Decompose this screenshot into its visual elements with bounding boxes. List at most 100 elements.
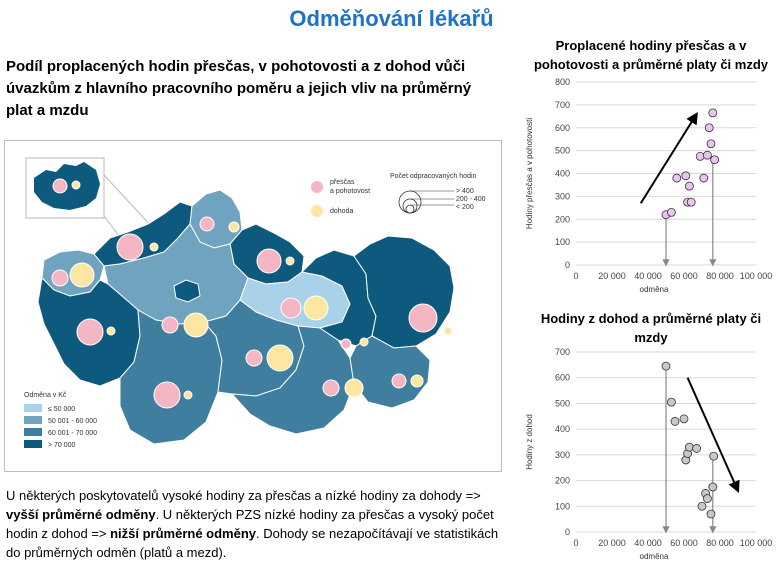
legend-color-label-1: 50 001 - 60 000 — [48, 418, 97, 425]
chart2-xtick-label: 80 000 — [706, 538, 734, 548]
chart2-point — [708, 482, 718, 492]
jihomoravsky-contract-bubble — [344, 378, 364, 398]
legend-contract-label: dohoda — [330, 208, 353, 215]
chart2-title: Hodiny z dohod a průměrné platy či mzdy — [540, 311, 762, 345]
chart1-point — [695, 151, 705, 161]
karlovarsky-contract-bubble — [69, 262, 95, 288]
legend-color-swatch-1 — [24, 416, 42, 424]
chart2-xtick-label: 20 000 — [598, 538, 626, 548]
chart1-point — [702, 150, 712, 160]
chart2-xtick-label: 60 000 — [670, 538, 698, 548]
chart2-point — [679, 414, 689, 424]
chart2-ylabel: Hodiny z dohod — [525, 414, 534, 470]
prague-overtime-bubble — [52, 178, 68, 194]
chart1-ytick-label: 0 — [565, 260, 570, 270]
chart1-point — [681, 171, 691, 181]
olomoucky-contract-bubble — [359, 337, 369, 347]
chart1-point — [686, 197, 696, 207]
prague-inset — [25, 157, 105, 219]
stredocesky-contract-bubble — [183, 312, 209, 338]
chart1-xtick-label: 20 000 — [598, 271, 626, 281]
chart2-ytick-label: 100 — [555, 501, 570, 511]
chart2-ytick-label: 200 — [555, 476, 570, 486]
legend-overtime-swatch — [311, 181, 323, 193]
contracts-scatter-chart: 0 100 200 300 400 500 600 700 0 20 000 40 000 60 00… — [525, 347, 772, 561]
chart2-point — [709, 451, 719, 461]
legend-bubble-title: Počet odpracovaných hodin — [390, 173, 476, 180]
legend-color-label-3: > 70 000 — [48, 442, 76, 449]
chart1-ytick-label: 300 — [555, 191, 570, 201]
chart1-point — [672, 173, 682, 183]
zlinsky-contract-bubble — [410, 374, 424, 388]
chart2-ytick-label: 400 — [555, 424, 570, 434]
chart1-point — [704, 123, 714, 133]
liberecky-overtime-bubble — [199, 216, 215, 232]
legend-color-swatch-2 — [24, 428, 42, 436]
page-title: Odměňování lékařů — [289, 6, 494, 31]
chart2-point — [684, 442, 694, 452]
ustecky-contract-bubble — [149, 242, 159, 252]
karlovarsky-overtime-bubble — [51, 269, 69, 287]
legend-contract-swatch — [311, 205, 323, 217]
czech-region-map: přesčas a pohotovost dohoda Počet odpraco… — [4, 140, 502, 472]
chart1-xtick-label: 60 000 — [670, 271, 698, 281]
legend-bubble-sizes: Počet odpracovaných hodin > 400 200 - 40… — [390, 173, 486, 214]
chart2-point — [661, 361, 671, 371]
vysocina-contract-bubble — [266, 344, 294, 372]
jihomoravsky-overtime-bubble — [322, 379, 340, 397]
chart1-xtick-label: 0 — [573, 271, 578, 281]
page-subtitle: Podíl proplacených hodin přesčas, v poho… — [6, 58, 472, 119]
region-bubbles — [51, 216, 453, 409]
legend-bubble-small: < 200 — [456, 204, 474, 211]
region-zlinsky — [349, 335, 431, 409]
jihocesky-overtime-bubble — [153, 381, 181, 409]
legend-types: přesčas a pohotovost dohoda — [311, 179, 370, 217]
chart1-point — [666, 207, 676, 217]
chart2-trend-arrow — [686, 377, 740, 494]
chart1-point — [706, 139, 716, 149]
chart1-xtick-label: 40 000 — [634, 271, 662, 281]
chart2-ytick-label: 300 — [555, 450, 570, 460]
chart2-ytick-label: 500 — [555, 398, 570, 408]
legend-colors: Odměna v Kč ≤ 50 000 50 001 - 60 000 60 … — [24, 392, 97, 449]
explanation-text: U některých poskytovatelů vysoké hodiny … — [6, 488, 499, 560]
kralovehradecky-overtime-bubble — [256, 248, 282, 274]
jihocesky-contract-bubble — [183, 390, 193, 400]
prague-contract-bubble — [71, 180, 81, 190]
legend-color-swatch-0 — [24, 404, 42, 412]
chart1-point — [710, 155, 720, 165]
chart1-ytick-label: 400 — [555, 169, 570, 179]
chart1-point — [699, 173, 709, 183]
moravskoslezsky-overtime-bubble — [408, 303, 438, 333]
chart1-ytick-label: 200 — [555, 214, 570, 224]
pardubicky-contract-bubble — [303, 295, 329, 321]
ustecky-overtime-bubble — [116, 233, 144, 261]
chart1-ytick-label: 500 — [555, 146, 570, 156]
chart1-trend-arrow — [639, 111, 698, 204]
moravskoslezsky-contract-bubble — [443, 326, 453, 336]
legend-bubble-large: > 400 — [456, 188, 474, 195]
chart1-point — [708, 108, 718, 118]
olomoucky-overtime-bubble — [340, 338, 352, 350]
legend-bubble-medium: 200 - 400 — [456, 196, 486, 203]
zlinsky-overtime-bubble — [391, 373, 407, 389]
plzensky-contract-bubble — [106, 326, 116, 336]
kralovehradecky-contract-bubble — [285, 256, 295, 266]
chart2-point — [692, 444, 702, 453]
chart1-title: Proplacené hodiny přesčas a v pohotovost… — [533, 38, 769, 72]
legend-color-label-2: 60 001 - 70 000 — [48, 430, 97, 437]
stredocesky-overtime-bubble — [161, 316, 179, 334]
chart1-ytick-label: 800 — [555, 77, 570, 87]
vysocina-overtime-bubble — [245, 349, 263, 367]
overtime-scatter-chart: 0 100 200 300 400 500 600 700 800 0 20 000 40 000 60… — [525, 77, 772, 294]
legend-color-swatch-3 — [24, 440, 42, 448]
chart1-ytick-label: 100 — [555, 237, 570, 247]
chart1-xtick-label: 80 000 — [706, 271, 734, 281]
liberecky-contract-bubble — [228, 221, 240, 233]
region-praha — [173, 279, 201, 303]
chart2-point — [666, 397, 676, 407]
chart2-point — [697, 501, 707, 511]
chart1-ytick-label: 700 — [555, 100, 570, 110]
legend-overtime-label: přesčas a pohotovost — [330, 179, 370, 195]
chart1-ytick-label: 600 — [555, 123, 570, 133]
